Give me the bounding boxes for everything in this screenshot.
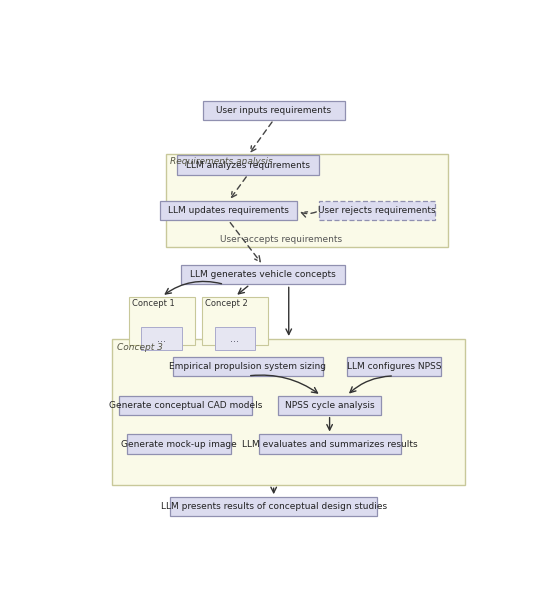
FancyBboxPatch shape <box>278 396 381 415</box>
Text: Concept 2: Concept 2 <box>205 299 248 308</box>
FancyBboxPatch shape <box>166 154 448 247</box>
FancyBboxPatch shape <box>128 434 231 454</box>
Text: Requirements analysis: Requirements analysis <box>170 157 273 166</box>
Text: User rejects requirements: User rejects requirements <box>318 206 436 215</box>
Text: Generate conceptual CAD models: Generate conceptual CAD models <box>109 401 262 410</box>
FancyBboxPatch shape <box>160 201 297 220</box>
Text: LLM updates requirements: LLM updates requirements <box>168 206 289 215</box>
FancyBboxPatch shape <box>319 201 435 220</box>
FancyBboxPatch shape <box>173 356 323 376</box>
FancyBboxPatch shape <box>201 296 268 345</box>
FancyBboxPatch shape <box>119 396 252 415</box>
FancyBboxPatch shape <box>170 497 377 516</box>
Text: LLM generates vehicle concepts: LLM generates vehicle concepts <box>190 270 336 279</box>
Text: Concept 3: Concept 3 <box>117 343 163 352</box>
FancyBboxPatch shape <box>177 156 319 175</box>
FancyBboxPatch shape <box>215 327 255 350</box>
Text: NPSS cycle analysis: NPSS cycle analysis <box>285 401 375 410</box>
Text: ...: ... <box>158 334 166 344</box>
Text: LLM evaluates and summarizes results: LLM evaluates and summarizes results <box>242 440 417 448</box>
Text: LLM configures NPSS: LLM configures NPSS <box>347 362 441 371</box>
FancyBboxPatch shape <box>112 339 465 485</box>
Text: Generate mock-up image: Generate mock-up image <box>121 440 237 448</box>
FancyBboxPatch shape <box>129 296 195 345</box>
Text: User accepts requirements: User accepts requirements <box>220 235 342 244</box>
Text: Concept 1: Concept 1 <box>132 299 175 308</box>
FancyBboxPatch shape <box>142 327 182 350</box>
FancyBboxPatch shape <box>347 356 441 376</box>
FancyBboxPatch shape <box>203 100 345 120</box>
Text: LLM presents results of conceptual design studies: LLM presents results of conceptual desig… <box>160 502 387 511</box>
Text: Empirical propulsion system sizing: Empirical propulsion system sizing <box>169 362 326 371</box>
FancyBboxPatch shape <box>259 434 401 454</box>
FancyBboxPatch shape <box>181 265 345 285</box>
Text: User inputs requirements: User inputs requirements <box>216 106 331 115</box>
Text: ...: ... <box>230 334 239 344</box>
Text: LLM analyzes requirements: LLM analyzes requirements <box>186 160 310 169</box>
